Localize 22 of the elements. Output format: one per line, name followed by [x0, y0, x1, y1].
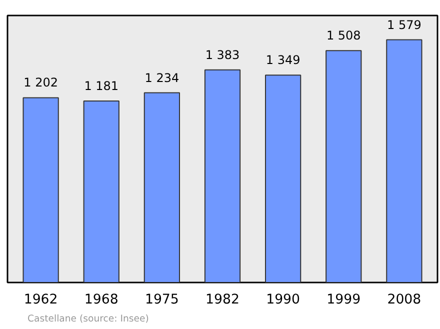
bar: [265, 74, 302, 282]
x-tick-label: 1999: [326, 292, 361, 308]
x-tick-label: 1975: [144, 292, 179, 308]
x-tick-label: 1962: [24, 292, 58, 308]
data-label: 1 383: [205, 48, 240, 62]
data-label: 1 202: [24, 76, 58, 90]
text: Castellane (source: Insee): [28, 314, 149, 324]
bar: [386, 39, 422, 282]
bar: [144, 92, 180, 282]
x-tick-label: 1982: [206, 292, 240, 308]
data-label: 1 508: [326, 28, 361, 43]
bar: [83, 100, 120, 282]
bar: [22, 97, 59, 282]
x-tick-label: 1990: [266, 292, 300, 308]
bar: [326, 50, 362, 282]
x-tick-label: 1968: [84, 292, 118, 308]
data-label: 1 349: [266, 53, 300, 68]
data-label: 1 181: [84, 78, 119, 93]
data-label: 1 579: [387, 18, 422, 32]
x-tick-label: 2008: [387, 292, 422, 308]
data-label: 1 234: [144, 70, 180, 85]
bar: [204, 69, 241, 282]
